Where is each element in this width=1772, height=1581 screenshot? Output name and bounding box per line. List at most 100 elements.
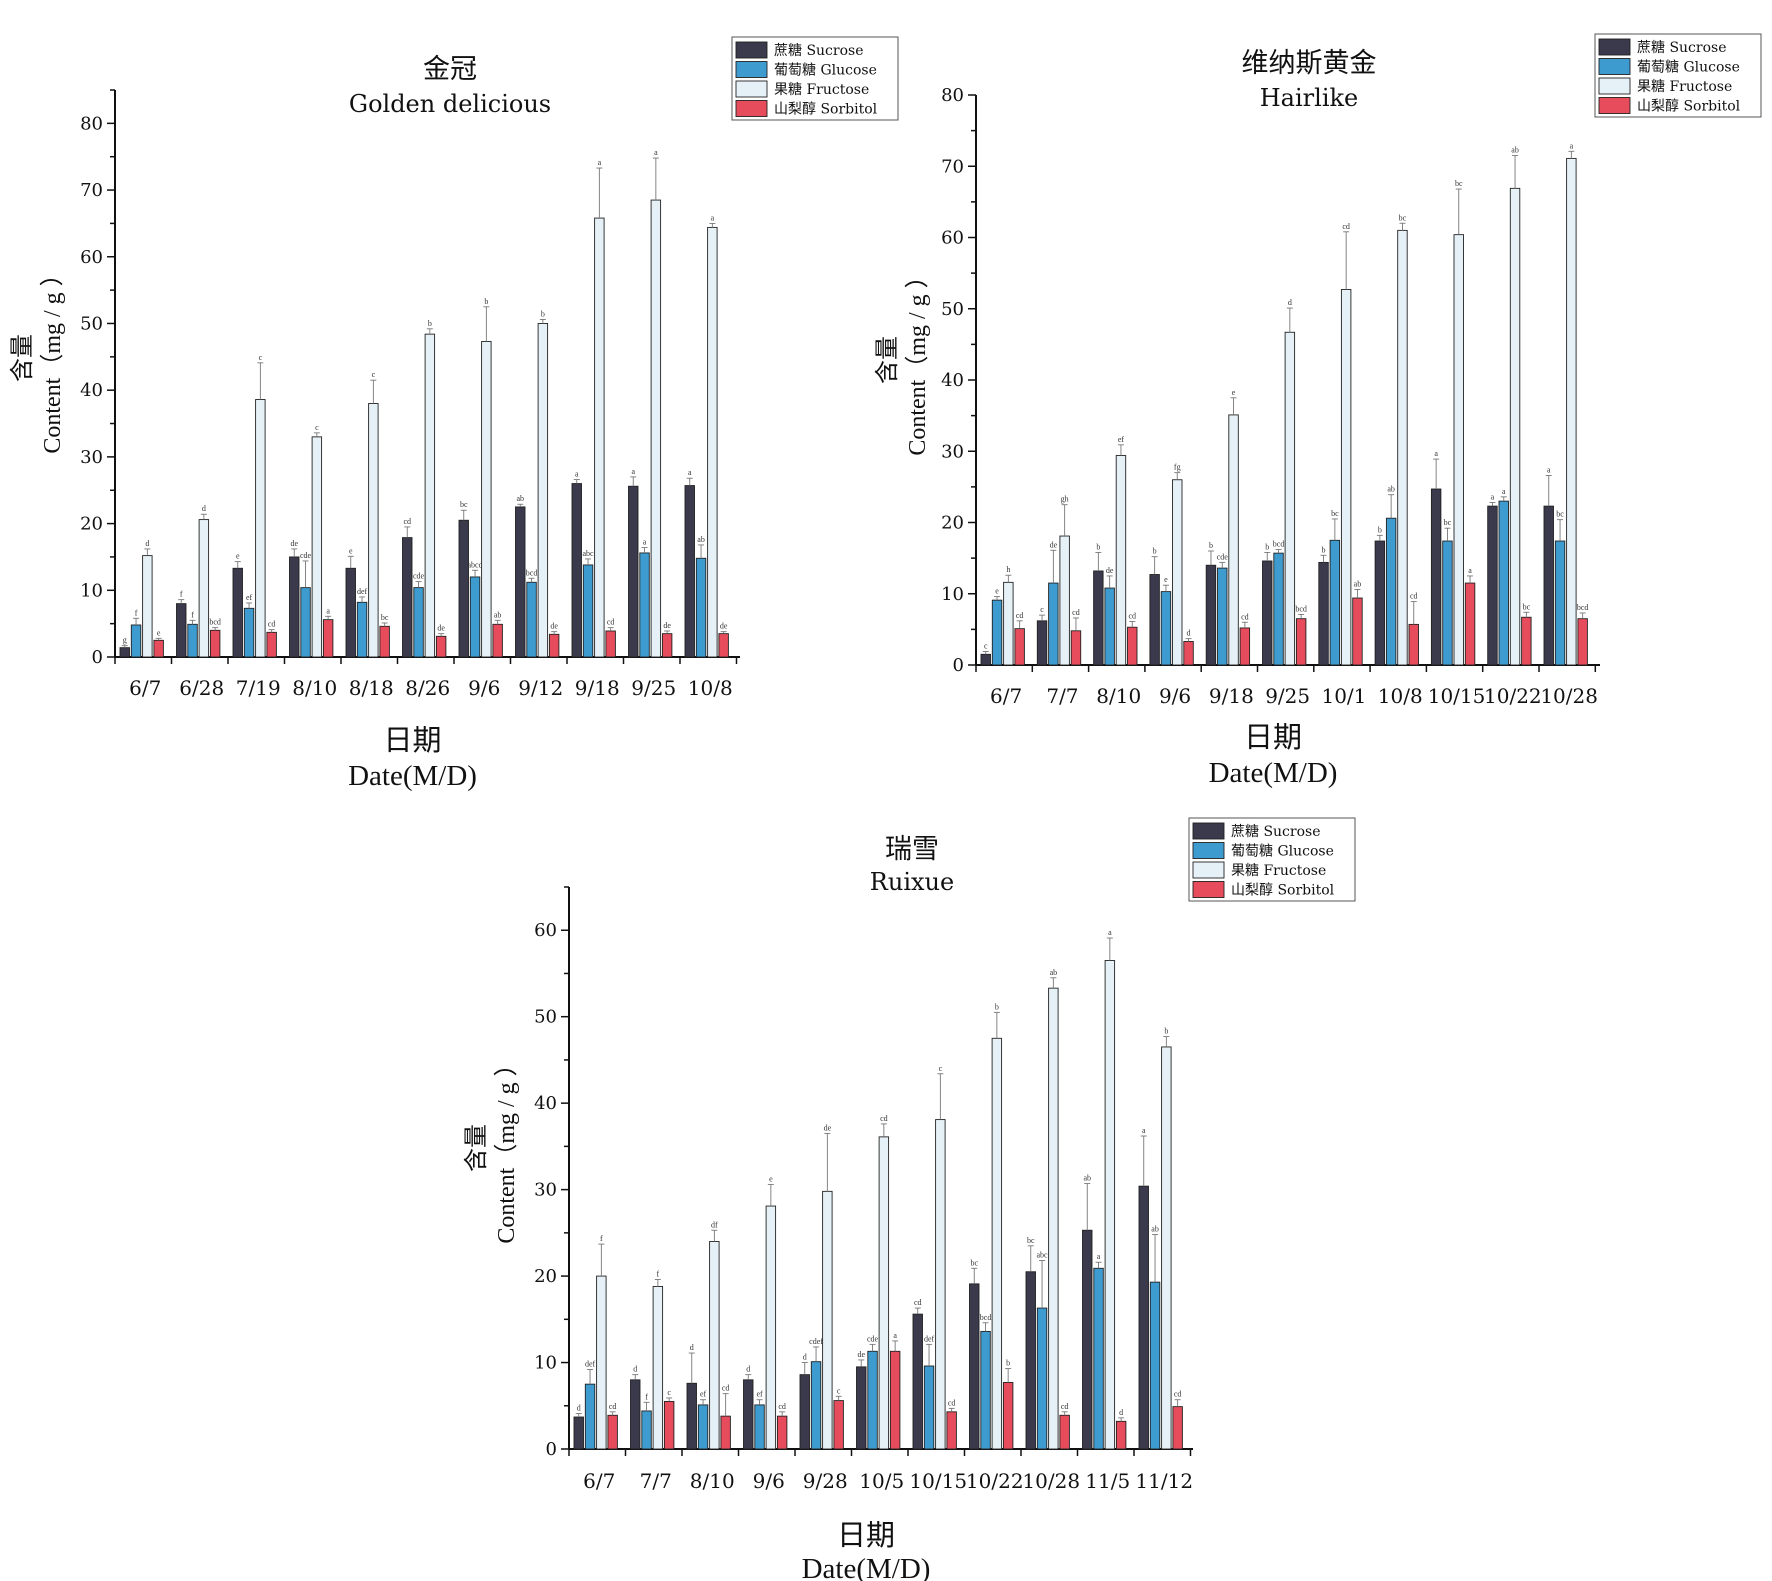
significance-letter: b	[428, 319, 432, 328]
bar-sucrose	[289, 556, 300, 658]
bar-fructose	[1115, 455, 1127, 666]
significance-letter: a	[1491, 493, 1495, 502]
significance-letter: bc	[1556, 510, 1564, 519]
chart-panel-2: 维纳斯黄金 Hairlike 0 10 20 30 40 50 60 70 80 含量 Content（…	[874, 33, 1762, 789]
x-tick-label: 9/6	[1159, 684, 1191, 708]
significance-letter: abc	[1036, 1251, 1048, 1260]
x-axis-label: 日期	[383, 725, 441, 757]
y-tick-label: 70	[941, 156, 964, 177]
legend: 蔗糖 Sucrose 葡萄糖 Glucose 果糖 Fructose 山梨醇 Sorb…	[1188, 817, 1356, 902]
bar-glucose	[1104, 587, 1115, 666]
significance-letter: a	[1108, 928, 1112, 937]
legend-label-sucrose: 蔗糖 Sucrose	[774, 43, 864, 59]
significance-letter: cd	[403, 517, 411, 526]
significance-letter: de	[437, 624, 445, 633]
significance-letter: cd	[1061, 1402, 1069, 1411]
bar-fructose	[481, 341, 492, 658]
bar-sucrose	[1093, 570, 1104, 666]
x-tick-label: 10/5	[859, 1469, 904, 1493]
significance-letter: cd	[880, 1114, 888, 1123]
significance-letter: cd	[607, 618, 615, 627]
legend-swatch-sorbitol	[1598, 97, 1631, 114]
significance-letter: a	[1570, 141, 1574, 150]
significance-letter: a	[688, 468, 692, 477]
bar-sorbitol	[266, 631, 277, 658]
significance-letter: a	[1502, 487, 1506, 496]
y-tick-label: 30	[534, 1180, 557, 1201]
bar-glucose	[413, 587, 424, 658]
y-tick-label: 20	[534, 1266, 557, 1287]
bar-fructose	[1509, 187, 1521, 666]
bar-glucose	[980, 1330, 991, 1450]
significance-letter: c	[315, 423, 319, 432]
y-axis-label-en: Content（mg / g ）	[905, 264, 931, 455]
bar-sucrose	[1318, 561, 1329, 666]
legend-swatch-sorbitol	[1192, 881, 1225, 898]
significance-letter: cd	[914, 1298, 922, 1307]
x-tick-label: 6/28	[179, 676, 224, 700]
x-axis-label-en: Date(M/D)	[1209, 757, 1338, 789]
bar-sorbitol	[946, 1411, 957, 1450]
significance-letter: de	[1106, 566, 1114, 575]
x-tick-label: 9/25	[1265, 684, 1310, 708]
significance-letter: df	[711, 1220, 718, 1229]
significance-letter: ab	[1151, 1225, 1159, 1234]
significance-letter: a	[1434, 449, 1438, 458]
significance-letter: a	[1142, 1126, 1146, 1135]
significance-letter: ab	[1354, 579, 1362, 588]
bar-sucrose	[1082, 1229, 1093, 1450]
legend: 蔗糖 Sucrose 葡萄糖 Glucose 果糖 Fructose 山梨醇 Sorb…	[731, 36, 899, 121]
bar-sucrose	[515, 506, 526, 658]
bar-glucose	[1217, 567, 1228, 666]
significance-letter: c	[939, 1064, 943, 1073]
bar-sorbitol	[607, 1414, 618, 1450]
bar-fructose	[1048, 987, 1059, 1450]
bar-sucrose	[232, 567, 243, 658]
bar-sucrose	[119, 647, 130, 658]
significance-letter: e	[995, 587, 999, 596]
x-axis-label: 日期	[1244, 722, 1302, 754]
significance-letter: f	[180, 590, 183, 599]
significance-letter: d	[633, 1365, 637, 1374]
legend-label-sucrose: 蔗糖 Sucrose	[1637, 40, 1727, 56]
significance-letter: e	[1164, 575, 1168, 584]
significance-letter: a	[575, 470, 579, 479]
bar-glucose	[1385, 517, 1397, 666]
x-tick-label: 8/10	[1096, 684, 1141, 708]
y-axis-label: 含量 Content（mg / g ）	[463, 1052, 520, 1243]
y-axis-label: 含量 Content（mg / g ）	[9, 262, 66, 453]
significance-letter: de	[290, 539, 298, 548]
legend-swatch-sucrose	[1598, 38, 1631, 56]
significance-letter: e	[349, 546, 353, 555]
bar-sorbitol	[720, 1415, 731, 1450]
bar-glucose	[584, 1383, 596, 1450]
y-tick-label: 60	[941, 228, 964, 249]
significance-letter: a	[1097, 1252, 1101, 1261]
significance-letter: c	[259, 353, 263, 362]
bar-sorbitol	[1127, 626, 1138, 666]
bar-sucrose	[628, 485, 639, 658]
bar-sucrose	[402, 537, 413, 658]
bar-fructose	[650, 199, 662, 658]
bar-sorbitol	[153, 639, 164, 658]
x-tick-label: 8/18	[349, 676, 394, 700]
y-tick-label: 30	[80, 447, 103, 468]
bar-glucose	[1048, 582, 1059, 666]
y-axis-label-cn: 含量	[9, 334, 36, 382]
bar-fructose	[1161, 1046, 1172, 1450]
significance-letter: cd	[778, 1402, 786, 1411]
significance-letter: ab	[1050, 968, 1058, 977]
bar-glucose	[469, 576, 481, 658]
significance-letter: cd	[1174, 1390, 1182, 1399]
bar-glucose	[810, 1361, 822, 1450]
bar-glucose	[356, 601, 368, 658]
significance-letter: b	[1096, 542, 1100, 551]
significance-letter: bc	[1399, 213, 1407, 222]
significance-letter: c	[837, 1386, 841, 1395]
y-tick-label: 70	[80, 180, 103, 201]
bar-fructose	[1397, 229, 1408, 666]
bar-sorbitol	[1577, 618, 1588, 666]
x-tick-label: 10/8	[1378, 684, 1423, 708]
bar-sucrose	[345, 567, 356, 658]
significance-letter: f	[135, 608, 138, 617]
